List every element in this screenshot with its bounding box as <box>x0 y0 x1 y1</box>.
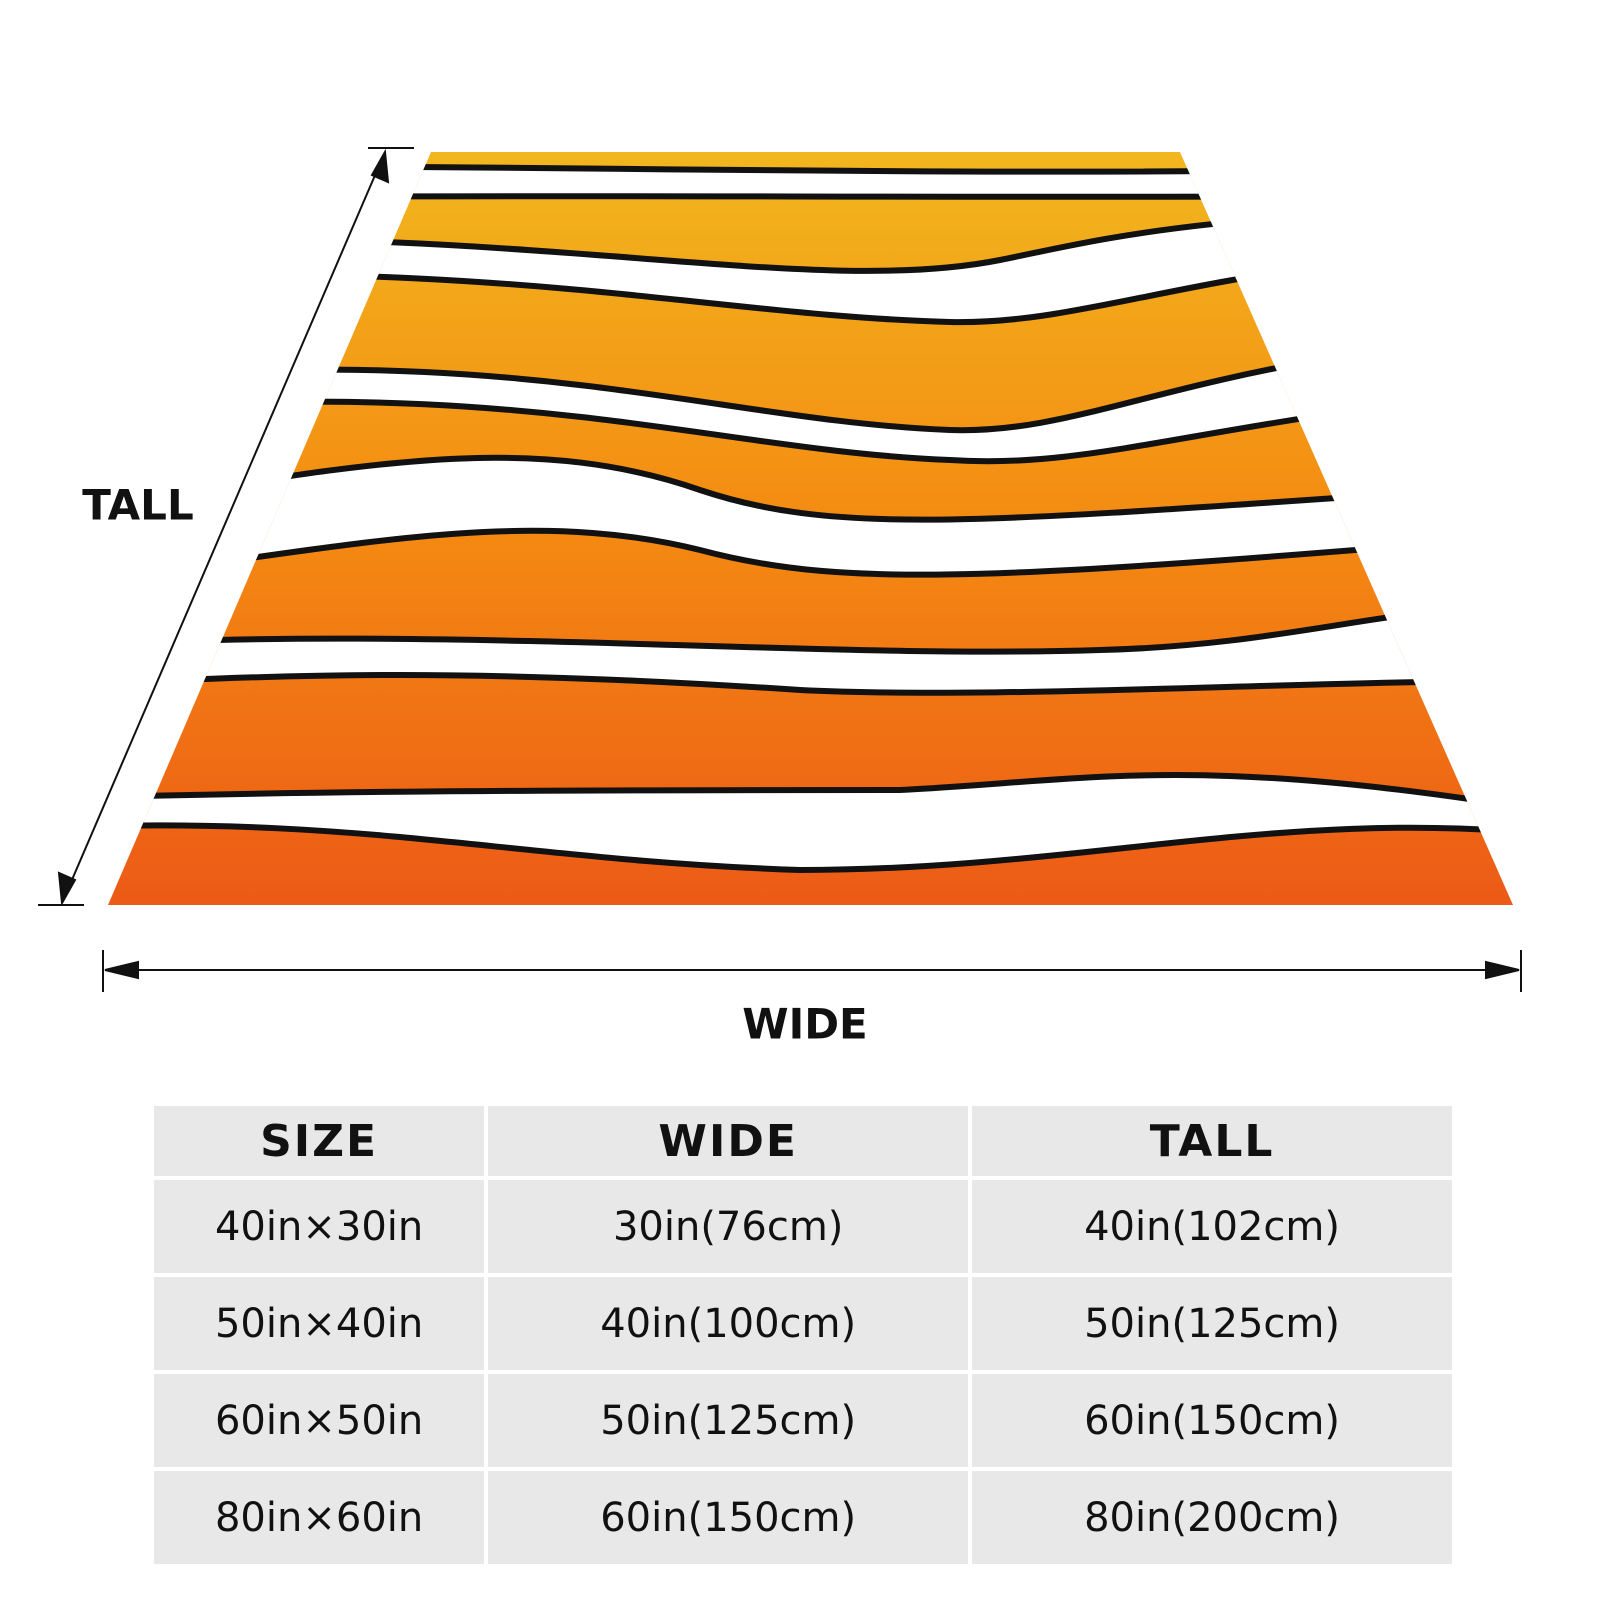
header-row: SIZE WIDE TALL <box>154 1106 1452 1176</box>
table-cell: 60in×50in <box>154 1374 485 1467</box>
table-cell: 50in(125cm) <box>488 1374 969 1467</box>
table-row: 60in×50in 50in(125cm) 60in(150cm) <box>154 1374 1452 1467</box>
table-body: 40in×30in 30in(76cm) 40in(102cm) 50in×40in 4… <box>154 1180 1452 1564</box>
table-row: 80in×60in 60in(150cm) 80in(200cm) <box>154 1471 1452 1564</box>
header-cell: TALL <box>972 1106 1452 1176</box>
table-cell: 80in×60in <box>154 1471 485 1564</box>
header-cell: WIDE <box>488 1106 969 1176</box>
table-cell: 40in(102cm) <box>972 1180 1452 1273</box>
table-cell: 60in(150cm) <box>488 1471 969 1564</box>
dimension-arrows <box>38 147 1522 992</box>
tall-label: TALL <box>82 480 194 530</box>
table-cell: 30in(76cm) <box>488 1180 969 1273</box>
table-cell: 80in(200cm) <box>972 1471 1452 1564</box>
table-cell: 40in×30in <box>154 1180 485 1273</box>
blanket <box>108 152 1513 905</box>
table-cell: 60in(150cm) <box>972 1374 1452 1467</box>
table-row: 50in×40in 40in(100cm) 50in(125cm) <box>154 1277 1452 1370</box>
wide-label: WIDE <box>742 999 868 1049</box>
table-cell: 40in(100cm) <box>488 1277 969 1370</box>
blanket-diagram <box>38 147 1522 992</box>
table-cell: 50in×40in <box>154 1277 485 1370</box>
size-table: SIZE WIDE TALL 40in×30in 30in(76cm) 40in(102… <box>150 1102 1456 1568</box>
table-row: 40in×30in 30in(76cm) 40in(102cm) <box>154 1180 1452 1273</box>
header-cell: SIZE <box>154 1106 485 1176</box>
table-cell: 50in(125cm) <box>972 1277 1452 1370</box>
